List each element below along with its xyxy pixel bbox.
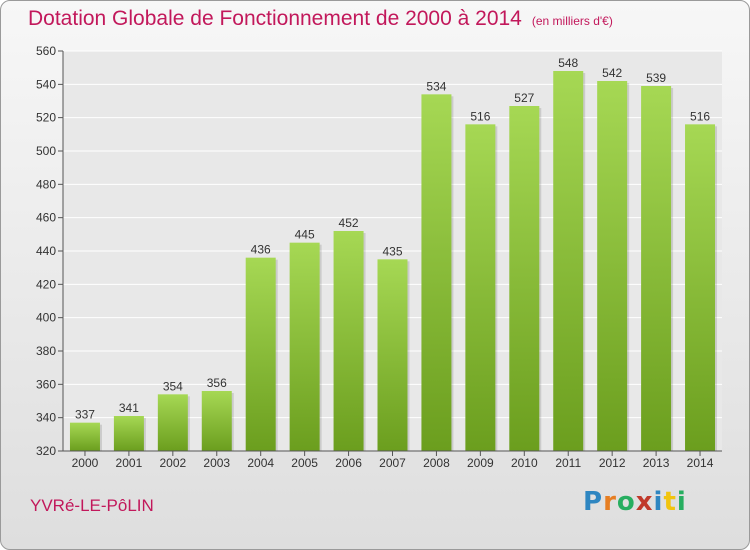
x-tick-label: 2014 bbox=[687, 456, 714, 470]
x-tick-label: 2013 bbox=[643, 456, 670, 470]
data-label: 436 bbox=[251, 243, 271, 257]
bar bbox=[685, 124, 716, 451]
data-label: 527 bbox=[514, 91, 534, 105]
bar bbox=[201, 391, 232, 451]
logo-letter: i bbox=[653, 487, 664, 517]
y-tick-label: 420 bbox=[36, 277, 56, 291]
data-label: 445 bbox=[295, 228, 315, 242]
bar bbox=[377, 259, 408, 451]
logo-letter: t bbox=[663, 487, 677, 517]
logo-letter: P bbox=[583, 487, 604, 517]
data-label: 542 bbox=[602, 66, 622, 80]
bar bbox=[157, 394, 188, 451]
bar bbox=[465, 124, 496, 451]
data-label: 539 bbox=[646, 71, 666, 85]
bar bbox=[597, 81, 628, 451]
logo-letter: x bbox=[635, 487, 654, 517]
x-tick-label: 2002 bbox=[159, 456, 186, 470]
y-tick-label: 480 bbox=[36, 177, 56, 191]
x-tick-label: 2011 bbox=[555, 456, 581, 470]
y-tick-label: 460 bbox=[36, 211, 56, 225]
proxiti-logo: Proxiti bbox=[583, 487, 687, 517]
data-label: 516 bbox=[690, 109, 710, 123]
bar bbox=[69, 422, 100, 451]
title-subtitle: (en milliers d'€) bbox=[531, 14, 613, 28]
data-label: 341 bbox=[119, 401, 139, 415]
logo-letter: o bbox=[616, 487, 636, 517]
x-tick-label: 2004 bbox=[247, 456, 274, 470]
bar bbox=[641, 86, 672, 451]
data-labels: 337 341 354 356 436 445 452 435 534 516 527 548 542 5… bbox=[75, 56, 710, 422]
bar bbox=[245, 257, 276, 451]
x-tick-label: 2000 bbox=[72, 456, 99, 470]
logo-letter: i bbox=[676, 487, 687, 517]
x-tick-label: 2012 bbox=[599, 456, 626, 470]
data-label: 534 bbox=[426, 79, 446, 93]
bar bbox=[113, 416, 144, 451]
town-name: YVRé-LE-PôLIN bbox=[30, 496, 154, 515]
bars bbox=[69, 71, 718, 451]
bar bbox=[289, 242, 320, 451]
x-tick-label: 2006 bbox=[335, 456, 362, 470]
y-tick-label: 380 bbox=[36, 344, 56, 358]
bar bbox=[553, 71, 584, 451]
chart-title: Dotation Globale de Fonctionnement de 20… bbox=[28, 7, 613, 31]
data-label: 516 bbox=[470, 109, 490, 123]
x-tick-label: 2003 bbox=[203, 456, 230, 470]
bar bbox=[333, 231, 364, 451]
y-tick-label: 520 bbox=[36, 111, 56, 125]
title-text: Dotation Globale de Fonctionnement de 20… bbox=[28, 7, 522, 30]
logo-letter: r bbox=[603, 487, 617, 517]
data-label: 548 bbox=[558, 56, 578, 70]
data-label: 452 bbox=[339, 216, 359, 230]
x-tick-label: 2010 bbox=[511, 456, 538, 470]
x-tick-label: 2005 bbox=[291, 456, 318, 470]
data-label: 356 bbox=[207, 376, 227, 390]
x-axis: 2000 2001 2002 2003 2004 2005 2006 2007 2008 2009… bbox=[63, 450, 722, 470]
y-tick-label: 340 bbox=[36, 411, 56, 425]
y-tick-label: 400 bbox=[36, 311, 56, 325]
y-tick-label: 360 bbox=[36, 377, 56, 391]
x-tick-label: 2009 bbox=[467, 456, 494, 470]
y-axis: 320 340 360 380 400 420 440 460 480 500 520 540 560 bbox=[36, 44, 64, 458]
bar bbox=[509, 106, 540, 451]
y-tick-label: 500 bbox=[36, 144, 56, 158]
bar bbox=[421, 94, 452, 451]
y-tick-label: 440 bbox=[36, 244, 56, 258]
y-tick-label: 320 bbox=[36, 444, 56, 458]
data-label: 435 bbox=[382, 244, 402, 258]
y-tick-label: 560 bbox=[36, 44, 56, 58]
y-tick-label: 540 bbox=[36, 77, 56, 91]
x-tick-label: 2008 bbox=[423, 456, 450, 470]
x-tick-label: 2007 bbox=[379, 456, 406, 470]
data-label: 337 bbox=[75, 408, 95, 422]
data-label: 354 bbox=[163, 379, 183, 393]
x-tick-label: 2001 bbox=[116, 456, 143, 470]
